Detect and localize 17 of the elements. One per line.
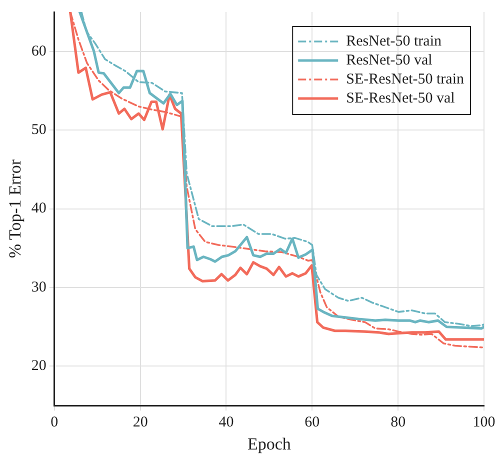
y-tick-label: 40 [31,200,46,217]
x-tick-label: 20 [132,414,148,431]
x-tick-label: 80 [390,414,406,431]
y-axis-title: % Top-1 Error [6,159,25,258]
y-tick-label: 20 [31,358,46,374]
x-tick-label: 0 [50,414,58,431]
y-tick-label: 50 [31,122,46,138]
x-tick-label: 40 [218,414,234,431]
legend-label: SE-ResNet-50 train [346,71,464,88]
x-tick-label: 100 [472,414,496,431]
x-tick-label: 60 [304,414,320,431]
y-tick-label: 30 [31,279,46,296]
legend-label: ResNet-50 train [346,33,442,50]
y-tick-label: 60 [31,43,46,60]
legend-label: SE-ResNet-50 val [346,90,455,106]
legend-label: ResNet-50 val [346,52,432,68]
x-axis-title: Epoch [247,434,292,454]
